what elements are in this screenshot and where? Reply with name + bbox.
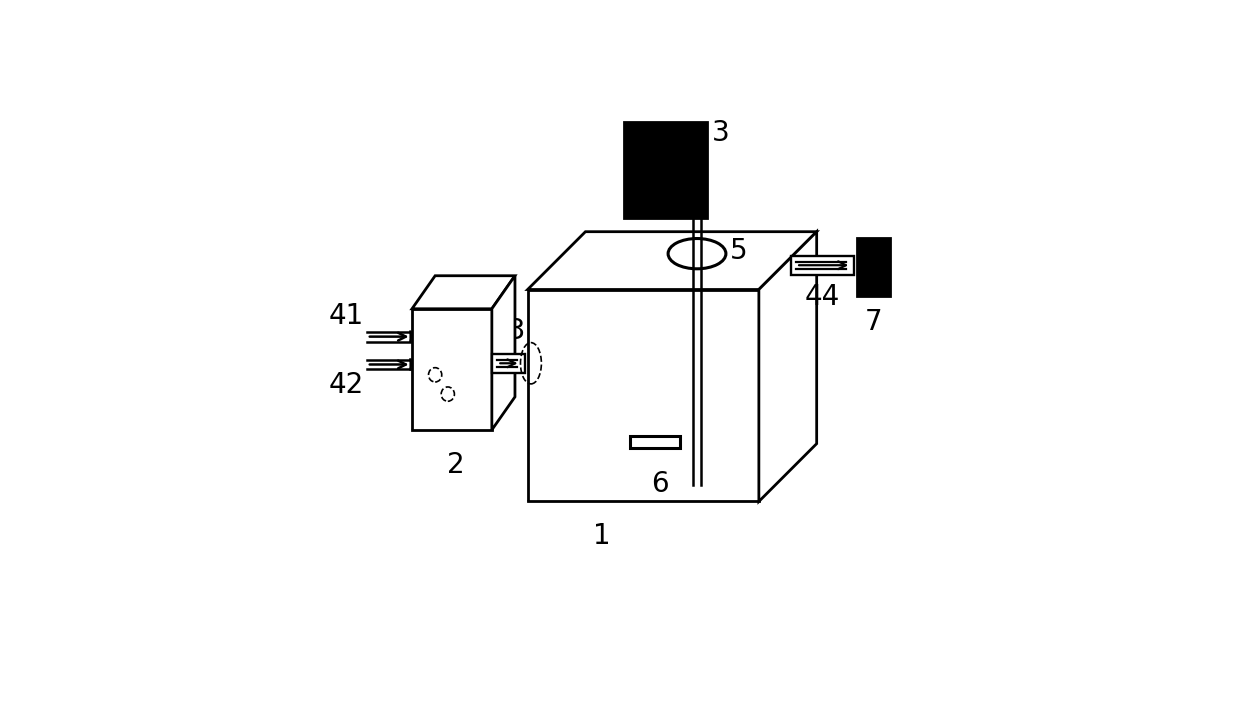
Polygon shape (492, 276, 515, 430)
Text: 43: 43 (491, 317, 527, 345)
Text: 7: 7 (865, 307, 882, 335)
Bar (492, 354, 525, 373)
Text: 5: 5 (730, 237, 747, 265)
Bar (790, 256, 854, 275)
Text: 44: 44 (804, 283, 840, 311)
Polygon shape (528, 290, 758, 501)
Text: 3: 3 (712, 119, 730, 147)
Polygon shape (413, 309, 492, 430)
Text: 2: 2 (447, 451, 465, 479)
Polygon shape (758, 232, 817, 501)
Bar (856, 237, 890, 295)
Text: 41: 41 (328, 302, 364, 330)
Bar (624, 122, 706, 218)
Text: 42: 42 (328, 371, 364, 399)
Text: 1: 1 (592, 523, 611, 551)
Polygon shape (528, 232, 817, 290)
Text: 6: 6 (652, 470, 669, 498)
Polygon shape (413, 276, 515, 309)
Bar (631, 436, 679, 448)
